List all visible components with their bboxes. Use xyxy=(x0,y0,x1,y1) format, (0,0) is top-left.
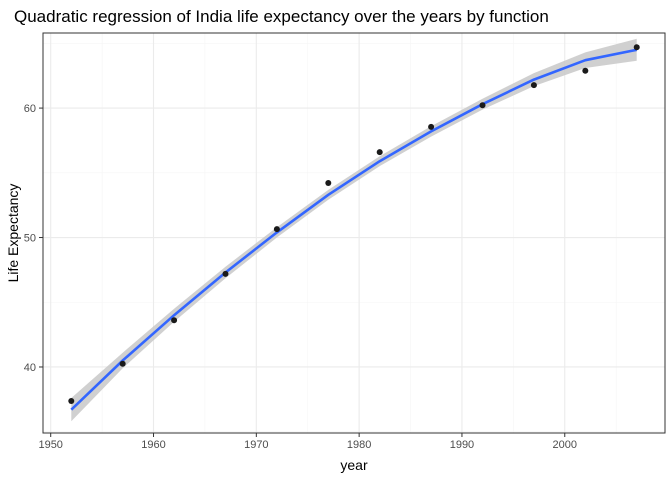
data-point xyxy=(222,270,229,277)
y-axis-title: Life Expectancy xyxy=(5,184,21,283)
y-tick-label: 50 xyxy=(24,233,36,245)
major-gridlines xyxy=(43,33,665,433)
regression-line xyxy=(70,48,637,411)
data-point xyxy=(530,82,537,89)
data-point xyxy=(68,398,75,405)
data-point xyxy=(171,317,178,324)
data-point xyxy=(119,360,126,367)
x-tick-label: 1970 xyxy=(244,439,268,451)
data-point xyxy=(479,102,486,109)
x-axis: 1950 1960 1970 1980 1990 2000 xyxy=(38,433,577,451)
data-point xyxy=(428,123,435,130)
confidence-band-area xyxy=(71,38,637,422)
data-points xyxy=(68,44,640,405)
fit-line xyxy=(70,48,637,411)
y-tick-label: 60 xyxy=(24,103,36,115)
confidence-band xyxy=(71,38,637,422)
x-tick-label: 1960 xyxy=(141,439,165,451)
minor-gridlines xyxy=(43,33,665,433)
data-point xyxy=(633,44,640,51)
x-axis-title: year xyxy=(340,457,368,473)
x-tick-label: 1950 xyxy=(38,439,62,451)
x-tick-label: 1980 xyxy=(347,439,371,451)
x-tick-label: 1990 xyxy=(450,439,474,451)
data-point xyxy=(582,67,589,74)
x-tick-label: 2000 xyxy=(553,439,577,451)
data-point xyxy=(273,226,280,233)
data-point xyxy=(376,149,383,156)
y-tick-label: 40 xyxy=(24,362,36,374)
chart-title: Quadratic regression of India life expec… xyxy=(14,7,549,26)
data-point xyxy=(325,180,332,187)
y-axis: 40 50 60 xyxy=(24,103,43,374)
panel-border xyxy=(42,32,666,434)
